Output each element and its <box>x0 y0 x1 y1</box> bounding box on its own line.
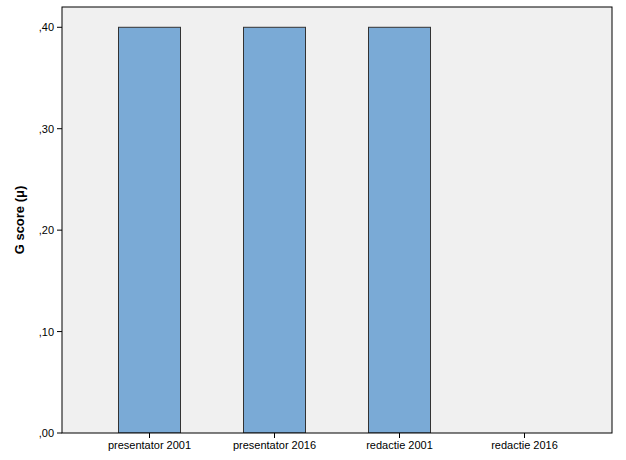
bars <box>119 27 431 433</box>
y-tick-label: ,40 <box>39 21 54 33</box>
bar <box>369 27 431 433</box>
y-tick <box>57 128 62 129</box>
x-tick <box>524 433 525 438</box>
y-axis-label: G score (μ) <box>12 186 27 255</box>
bar <box>244 27 306 433</box>
x-tick-label: presentator 2016 <box>233 439 316 451</box>
y-tick <box>57 433 62 434</box>
y-tick-label: ,30 <box>39 123 54 135</box>
plot-frame <box>62 7 612 433</box>
x-tick <box>274 433 275 438</box>
y-tick-label: ,00 <box>39 427 54 439</box>
chart: ,00 ,10 ,20 ,30 ,40 presentator 2001 presentat… <box>0 0 626 460</box>
x-tick-label: redactie 2001 <box>366 439 433 451</box>
plot-background <box>62 7 612 433</box>
y-tick <box>57 27 62 28</box>
y-tick-label: ,20 <box>39 224 54 236</box>
y-tick <box>57 331 62 332</box>
x-tick <box>399 433 400 438</box>
y-tick <box>57 230 62 231</box>
y-tick-label: ,10 <box>39 326 54 338</box>
x-tick <box>149 433 150 438</box>
bar <box>119 27 181 433</box>
x-tick-label: presentator 2001 <box>108 439 191 451</box>
x-tick-label: redactie 2016 <box>491 439 558 451</box>
